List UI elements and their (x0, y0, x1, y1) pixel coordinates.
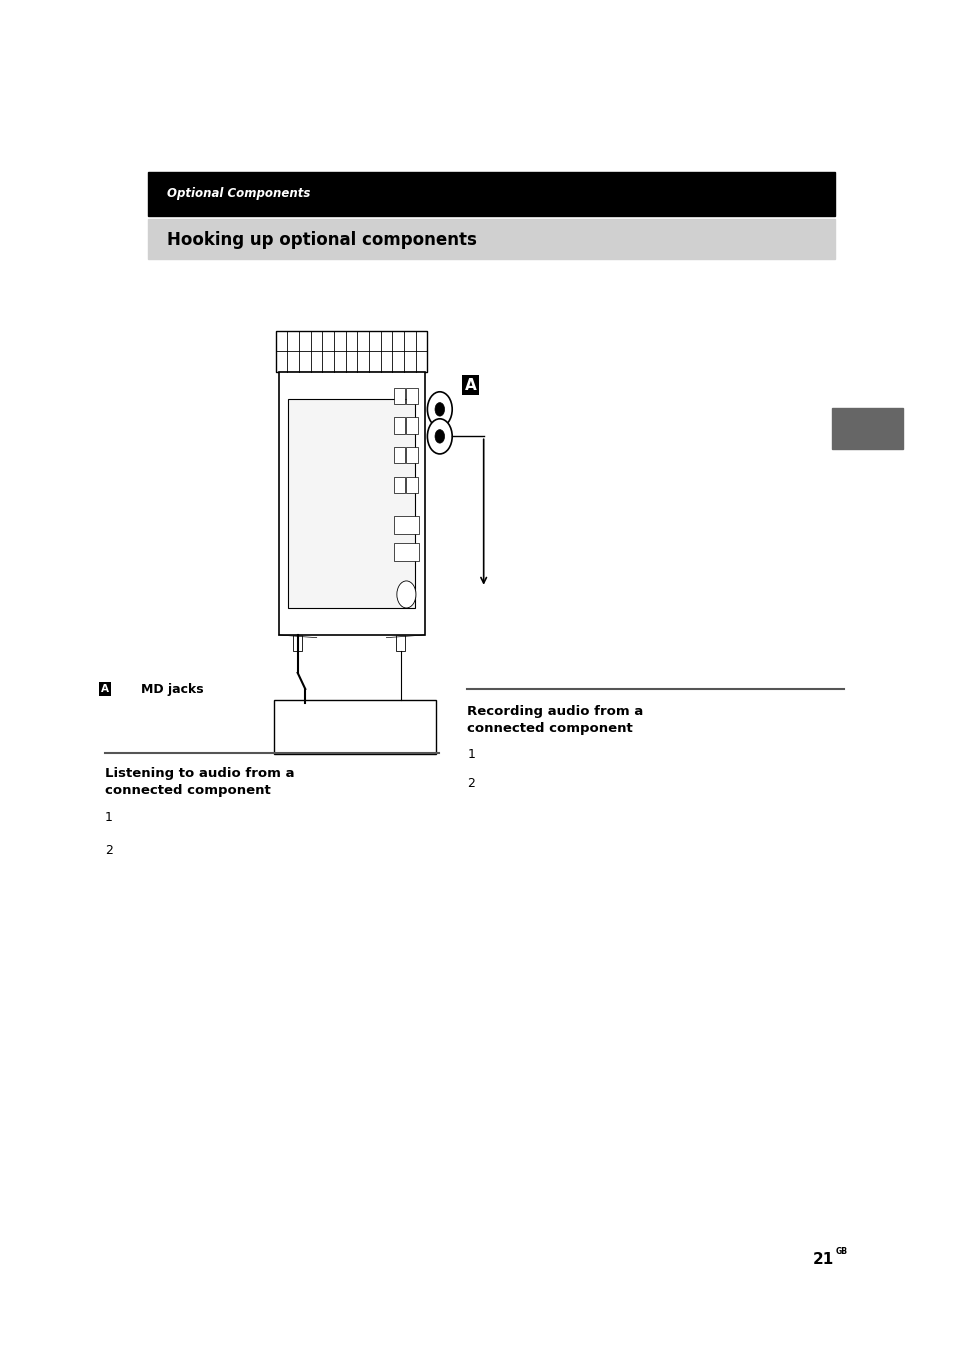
Text: Optional Components: Optional Components (167, 186, 310, 200)
Text: 1: 1 (467, 748, 475, 762)
Text: Listening to audio from a
connected component: Listening to audio from a connected comp… (105, 767, 294, 797)
Text: 2: 2 (105, 844, 112, 858)
Bar (148, 172, 834, 216)
Bar (275, 331, 427, 372)
Bar (288, 399, 415, 608)
Text: Recording audio from a
connected component: Recording audio from a connected compone… (467, 705, 643, 735)
Text: 21: 21 (812, 1251, 833, 1267)
Bar (394, 388, 405, 404)
Text: 1: 1 (105, 811, 112, 824)
Bar (406, 417, 417, 434)
Text: GB: GB (835, 1247, 847, 1255)
Circle shape (435, 430, 444, 443)
Text: 2: 2 (467, 777, 475, 790)
Bar (394, 447, 405, 463)
Bar (406, 388, 417, 404)
Bar (406, 447, 417, 463)
Circle shape (435, 403, 444, 416)
Text: A: A (101, 684, 109, 694)
Circle shape (427, 392, 452, 427)
Text: Hooking up optional components: Hooking up optional components (167, 231, 476, 250)
Circle shape (427, 419, 452, 454)
Bar (406, 477, 417, 493)
Bar (395, 635, 405, 651)
Bar (293, 635, 302, 651)
Bar (394, 477, 405, 493)
Text: A: A (464, 377, 476, 393)
Bar (148, 219, 834, 259)
Bar (394, 543, 418, 561)
Bar (274, 700, 436, 754)
Bar (831, 408, 902, 449)
Circle shape (396, 581, 416, 608)
Bar (394, 516, 418, 534)
Text: MD jacks: MD jacks (141, 682, 204, 696)
Bar (394, 417, 405, 434)
Bar (278, 372, 424, 635)
